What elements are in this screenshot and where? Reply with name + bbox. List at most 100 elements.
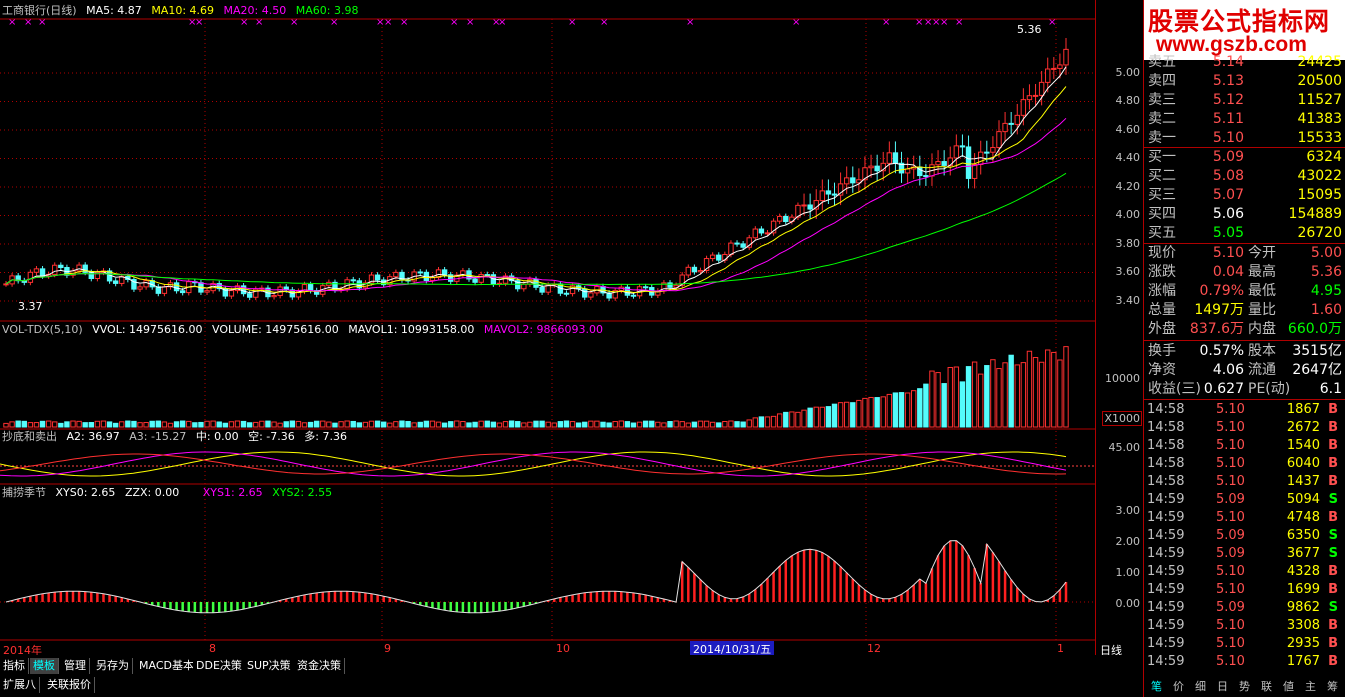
volume-bar [338, 421, 344, 428]
ask-row[interactable]: 卖五 5.14 24425 [1144, 53, 1344, 72]
right-tab[interactable]: 细 [1195, 680, 1206, 693]
tick-price: 5.10 [1216, 654, 1245, 669]
candle-body [1038, 81, 1045, 96]
tick-row: 14:59 5.10 4328 B [1144, 563, 1344, 581]
volume-bar [850, 402, 856, 428]
candle-body [435, 269, 442, 278]
right-tab[interactable]: 日 [1217, 680, 1228, 693]
candle-body [307, 284, 314, 292]
right-tab[interactable]: 价 [1173, 680, 1184, 693]
tab-extend8[interactable]: 扩展八 [0, 677, 40, 693]
tab-template[interactable]: 模板 [30, 658, 59, 674]
volume-bar [70, 420, 76, 428]
volume-bar [533, 420, 539, 428]
bid-row[interactable]: 买四 5.06 154889 [1144, 205, 1344, 224]
signal-mark: × [1048, 17, 1056, 28]
candle-body [813, 200, 819, 210]
bid-row[interactable]: 买三 5.07 15095 [1144, 186, 1344, 205]
ma5-label: MA5: 4.87 [86, 4, 142, 17]
right-tab[interactable]: 主 [1305, 680, 1316, 693]
site-logo: 股票公式指标网 www.gszb.com [1144, 0, 1345, 60]
tab-macd[interactable]: MACD基本 [136, 658, 198, 674]
ask-volume: 11527 [1297, 92, 1342, 108]
quote-value: 1.60 [1310, 302, 1342, 318]
volume-bar [301, 422, 308, 428]
volume-bar [837, 402, 844, 428]
main-chart[interactable]: × × × ×× × × × × × × × × × ×× × × × × × × × × × × × [0, 0, 1095, 655]
volume-bar [368, 420, 375, 428]
signal-mark: × [924, 17, 932, 28]
volume-bar [801, 409, 807, 428]
candle-body [271, 295, 277, 298]
ma10-label: MA10: 4.69 [151, 4, 215, 17]
candle-body [990, 147, 996, 153]
ask-row[interactable]: 卖四 5.13 20500 [1144, 72, 1344, 91]
tab-related-quote[interactable]: 关联报价 [44, 677, 95, 693]
quote-key: 涨跌 [1148, 264, 1176, 280]
volume-bar [685, 422, 691, 428]
tab-fund[interactable]: 资金决策 [294, 658, 345, 674]
right-tab[interactable]: 联 [1261, 680, 1272, 693]
quote-value: 837.6万 [1189, 321, 1244, 337]
volume-bar [88, 422, 94, 428]
ask-volume: 20500 [1297, 73, 1342, 89]
signal-mark: × [376, 17, 384, 28]
logo-url: www.gszb.com [1156, 33, 1307, 56]
tick-volume: 6040 [1286, 456, 1320, 471]
quote-key: 总量 [1148, 302, 1176, 318]
ask-row[interactable]: 卖三 5.12 11527 [1144, 91, 1344, 110]
candle-body [728, 242, 734, 255]
right-tab[interactable]: 値 [1283, 680, 1294, 693]
fund-key: 换手 [1148, 343, 1176, 359]
signal-mark: × [188, 17, 196, 28]
tick-direction: B [1328, 582, 1338, 597]
volume-bar [917, 388, 923, 428]
bid-label: 买三 [1148, 187, 1176, 203]
bid-row[interactable]: 买五 5.05 26720 [1144, 224, 1344, 243]
tab-save-as[interactable]: 另存为 [93, 658, 133, 674]
signal-mark: × [400, 17, 408, 28]
tab-manage[interactable]: 管理 [61, 658, 90, 674]
volume-bar [289, 420, 296, 428]
tick-row: 14:59 5.10 1699 B [1144, 581, 1344, 599]
volume-bar [466, 422, 472, 428]
right-tab[interactable]: 势 [1239, 680, 1250, 693]
candle-body [368, 274, 375, 284]
price-tick: 4.20 [1115, 180, 1141, 193]
right-tab[interactable]: 笔 [1151, 680, 1162, 693]
volume-bar [819, 406, 826, 428]
signal-mark: × [384, 17, 392, 28]
quote-value: 0.79% [1199, 283, 1244, 299]
bid-row[interactable]: 买一 5.09 6324 [1144, 148, 1344, 167]
bid-row[interactable]: 买二 5.08 43022 [1144, 167, 1344, 186]
ask-volume: 24425 [1297, 54, 1342, 70]
signal-mark: × [940, 17, 948, 28]
candle-body [88, 271, 94, 280]
tick-volume: 1540 [1286, 438, 1320, 453]
tab-indicator[interactable]: 指标 [0, 658, 29, 674]
price-tick: 5.00 [1115, 66, 1141, 79]
candle-body [935, 161, 941, 166]
ask-row[interactable]: 卖一 5.10 15533 [1144, 129, 1344, 148]
volume-bar [222, 422, 229, 428]
ma-line [5, 117, 1067, 292]
price-tick: 4.80 [1115, 94, 1141, 107]
ask-row[interactable]: 卖二 5.11 41383 [1144, 110, 1344, 129]
volume-bar [965, 366, 972, 428]
time-label: 9 [384, 642, 391, 655]
time-label: 8 [209, 642, 216, 655]
tab-dde[interactable]: DDE决策 [193, 658, 246, 674]
candle-body [764, 232, 771, 235]
ma-line [5, 66, 1067, 295]
ask-label: 卖三 [1148, 92, 1176, 108]
volume-bar [502, 421, 509, 428]
tab-sup[interactable]: SUP决策 [244, 658, 295, 674]
right-tab[interactable]: 筹 [1327, 680, 1338, 693]
quote-panel: 股票公式指标网 www.gszb.com 卖五 5.14 24425 卖四 5.1… [1143, 0, 1345, 697]
candle-body [1008, 122, 1014, 125]
volume-bar [362, 421, 369, 428]
separator [1144, 243, 1345, 244]
period-label[interactable]: 日线 [1100, 644, 1122, 657]
candle-body [484, 274, 490, 277]
volume-bar [1014, 364, 1020, 428]
